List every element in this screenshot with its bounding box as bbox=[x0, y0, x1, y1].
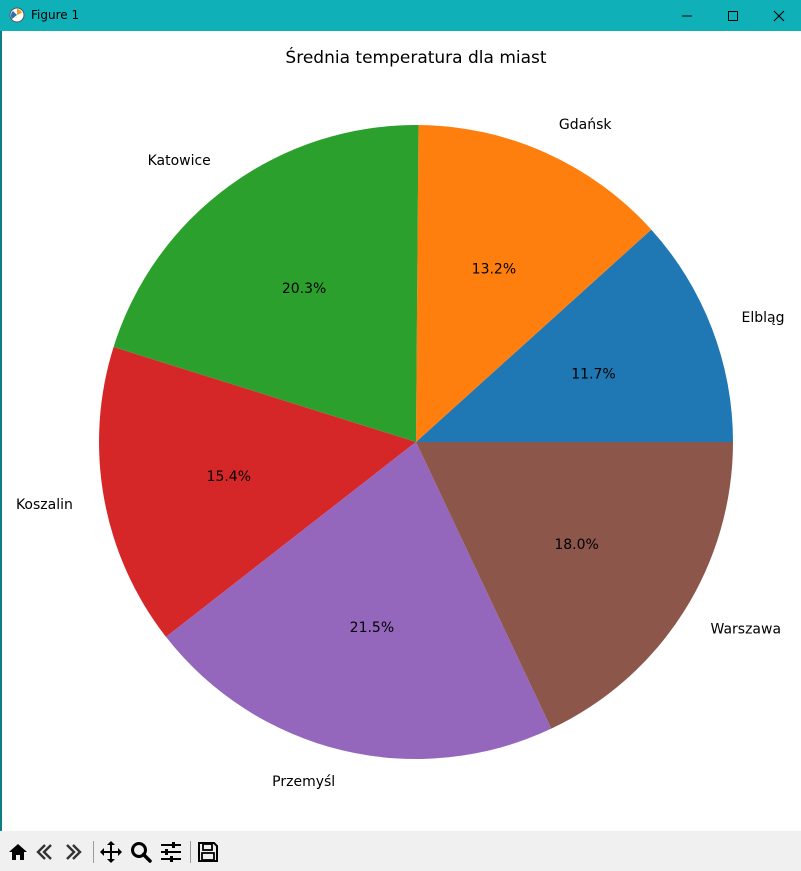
slice-category-label: Elbląg bbox=[742, 310, 785, 326]
zoom-icon bbox=[131, 842, 152, 863]
forward-icon bbox=[66, 844, 82, 860]
category-labels: Elbląg Gdańsk Katowice Koszalin Przemyśl Wars… bbox=[16, 117, 785, 790]
subplots-button[interactable] bbox=[159, 840, 183, 864]
close-button[interactable] bbox=[756, 0, 801, 31]
slice-category-label: Koszalin bbox=[16, 497, 73, 513]
zoom-button[interactable] bbox=[129, 840, 153, 864]
save-icon bbox=[198, 842, 218, 862]
pie-slice-3 bbox=[99, 346, 417, 637]
home-icon bbox=[9, 844, 27, 860]
close-icon bbox=[773, 10, 785, 21]
slice-percent-label: 15.4% bbox=[207, 469, 251, 485]
pie-slice-0 bbox=[416, 229, 733, 442]
slice-category-label: Gdańsk bbox=[559, 117, 612, 133]
matplotlib-app-icon bbox=[9, 7, 25, 23]
navigation-toolbar bbox=[0, 831, 801, 871]
window-border bbox=[0, 31, 2, 871]
slice-percent-label: 20.3% bbox=[282, 281, 326, 297]
chart-title: Średnia temperatura dla miast bbox=[285, 46, 546, 68]
window-title: Figure 1 bbox=[31, 8, 80, 22]
slice-percent-label: 11.7% bbox=[571, 367, 615, 383]
pan-icon bbox=[100, 841, 122, 863]
home-button[interactable] bbox=[6, 840, 30, 864]
slice-percent-label: 21.5% bbox=[350, 620, 394, 636]
minimize-button[interactable] bbox=[664, 0, 710, 31]
pie-slice-2 bbox=[113, 125, 419, 443]
save-button[interactable] bbox=[196, 840, 220, 864]
pan-button[interactable] bbox=[99, 840, 123, 864]
pie-slice-5 bbox=[416, 442, 734, 729]
pie-slice-4 bbox=[166, 442, 552, 760]
slice-percent-label: 13.2% bbox=[472, 262, 516, 278]
percent-labels: 11.7% 13.2% 20.3% 15.4% 21.5% 18.0% bbox=[207, 262, 616, 637]
pie-slices bbox=[99, 125, 734, 760]
minimize-icon bbox=[682, 15, 692, 16]
title-bar: Figure 1 bbox=[0, 0, 801, 31]
figure-canvas: Średnia temperatura dla miast 11.7% 13.2%… bbox=[2, 31, 801, 831]
pie-chart: Średnia temperatura dla miast 11.7% 13.2%… bbox=[16, 46, 785, 790]
slice-percent-label: 18.0% bbox=[554, 537, 598, 553]
back-button[interactable] bbox=[33, 840, 57, 864]
pie-slice-1 bbox=[416, 125, 652, 442]
back-icon bbox=[36, 844, 52, 860]
slice-category-label: Przemyśl bbox=[272, 774, 335, 790]
subplots-icon bbox=[161, 842, 181, 862]
maximize-icon bbox=[728, 10, 738, 21]
slice-category-label: Warszawa bbox=[711, 622, 782, 638]
slice-category-label: Katowice bbox=[148, 153, 211, 169]
toolbar-separator bbox=[93, 841, 94, 863]
toolbar-separator bbox=[190, 841, 191, 863]
maximize-button[interactable] bbox=[710, 0, 756, 31]
forward-button[interactable] bbox=[61, 840, 85, 864]
